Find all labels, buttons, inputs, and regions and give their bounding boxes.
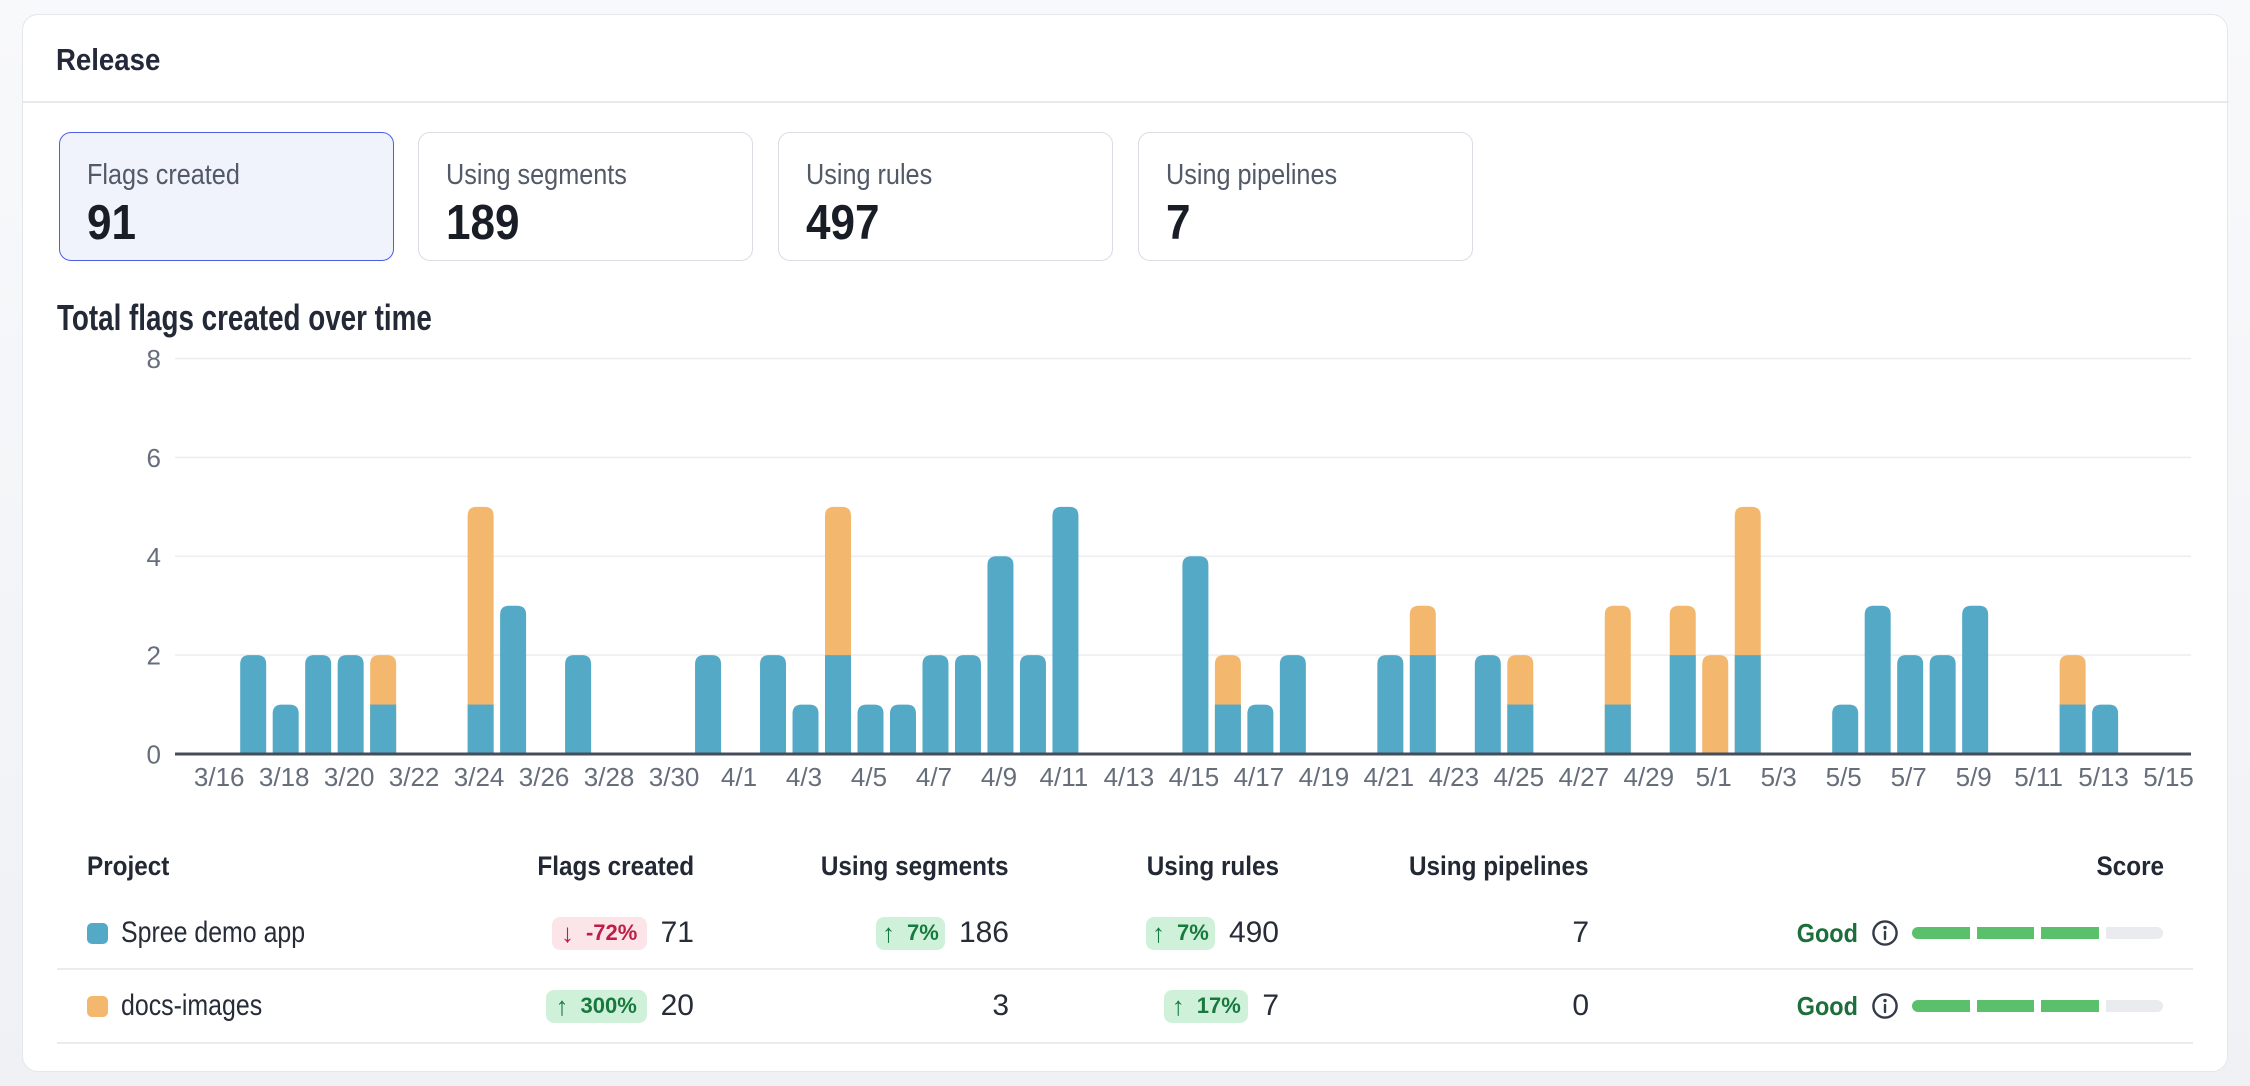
svg-text:3/22: 3/22	[389, 762, 440, 792]
svg-text:4/25: 4/25	[1493, 762, 1544, 792]
svg-text:4/19: 4/19	[1299, 762, 1350, 792]
svg-text:4: 4	[147, 542, 161, 572]
svg-text:5/15: 5/15	[2143, 762, 2194, 792]
svg-text:5/13: 5/13	[2078, 762, 2129, 792]
svg-text:3/16: 3/16	[194, 762, 245, 792]
svg-text:4/7: 4/7	[916, 762, 952, 792]
svg-text:0: 0	[147, 740, 161, 770]
svg-text:5/7: 5/7	[1891, 762, 1927, 792]
svg-text:4/27: 4/27	[1558, 762, 1609, 792]
svg-text:4/1: 4/1	[721, 762, 757, 792]
svg-text:4/3: 4/3	[786, 762, 822, 792]
svg-text:3/28: 3/28	[584, 762, 635, 792]
svg-text:4/5: 4/5	[851, 762, 887, 792]
svg-text:4/23: 4/23	[1428, 762, 1479, 792]
svg-text:4/15: 4/15	[1169, 762, 1220, 792]
svg-text:4/21: 4/21	[1363, 762, 1414, 792]
svg-text:3/30: 3/30	[649, 762, 700, 792]
svg-text:5/11: 5/11	[2014, 762, 2063, 792]
svg-text:3/18: 3/18	[259, 762, 310, 792]
svg-text:4/11: 4/11	[1040, 762, 1089, 792]
svg-text:4/13: 4/13	[1104, 762, 1155, 792]
svg-text:5/5: 5/5	[1826, 762, 1862, 792]
svg-text:6: 6	[147, 443, 161, 473]
svg-text:4/9: 4/9	[981, 762, 1017, 792]
svg-text:4/29: 4/29	[1623, 762, 1674, 792]
svg-text:2: 2	[147, 641, 161, 671]
svg-text:3/24: 3/24	[454, 762, 505, 792]
svg-text:8: 8	[147, 344, 161, 374]
svg-text:5/1: 5/1	[1696, 762, 1732, 792]
svg-text:3/20: 3/20	[324, 762, 375, 792]
svg-text:4/17: 4/17	[1234, 762, 1285, 792]
svg-text:5/9: 5/9	[1956, 762, 1992, 792]
svg-text:5/3: 5/3	[1761, 762, 1797, 792]
svg-text:3/26: 3/26	[519, 762, 570, 792]
